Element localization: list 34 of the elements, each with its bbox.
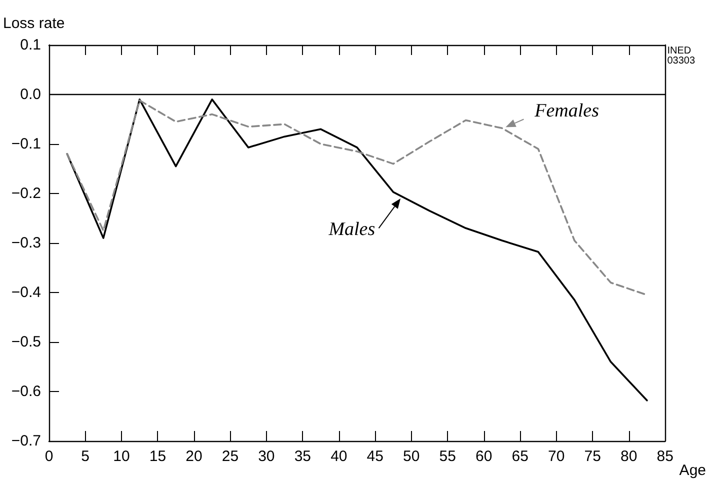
- x-tick-label: 15: [149, 448, 166, 465]
- x-tick-label: 85: [656, 448, 674, 465]
- y-tick-label: 0.1: [20, 36, 41, 54]
- y-tick-label: −0.5: [11, 334, 41, 350]
- y-tick-label: −0.1: [11, 136, 41, 152]
- legend-label: Females: [534, 100, 599, 122]
- x-tick-label: 50: [403, 448, 420, 465]
- x-tick-label: 80: [620, 448, 638, 465]
- y-tick-label: 0.0: [20, 86, 41, 103]
- x-tick-label: 60: [476, 448, 492, 465]
- y-tick-label: −0.6: [11, 383, 41, 400]
- series-label: Males: [328, 218, 376, 240]
- x-tick-label: 25: [222, 448, 239, 465]
- line-series: [66, 98, 648, 402]
- y-tick-label: −0.2: [11, 185, 41, 202]
- x-tick-label: 20: [186, 448, 202, 465]
- y-axis-title: Loss rate: [3, 15, 65, 32]
- x-tick-label: 70: [548, 448, 565, 465]
- x-tick-label: 45: [366, 448, 384, 465]
- x-tick-label: 10: [113, 448, 130, 465]
- x-tick-label: 0: [44, 448, 54, 465]
- x-tick-label: 75: [584, 448, 601, 465]
- x-tick-label: 55: [439, 448, 456, 465]
- x-tick-label: 40: [330, 448, 348, 465]
- y-tick-label: −0.4: [11, 284, 41, 301]
- text: INED 03303: [667, 46, 696, 66]
- x-tick-label: 30: [258, 448, 275, 465]
- line-series: [66, 100, 648, 296]
- x-tick-label: 35: [294, 448, 312, 465]
- y-tick-label: −0.7: [11, 432, 41, 450]
- x-tick-label: 5: [81, 448, 90, 465]
- y-tick-label: −0.3: [11, 234, 41, 252]
- x-axis-title: Age: [679, 462, 706, 479]
- x-tick-label: 65: [512, 448, 528, 465]
